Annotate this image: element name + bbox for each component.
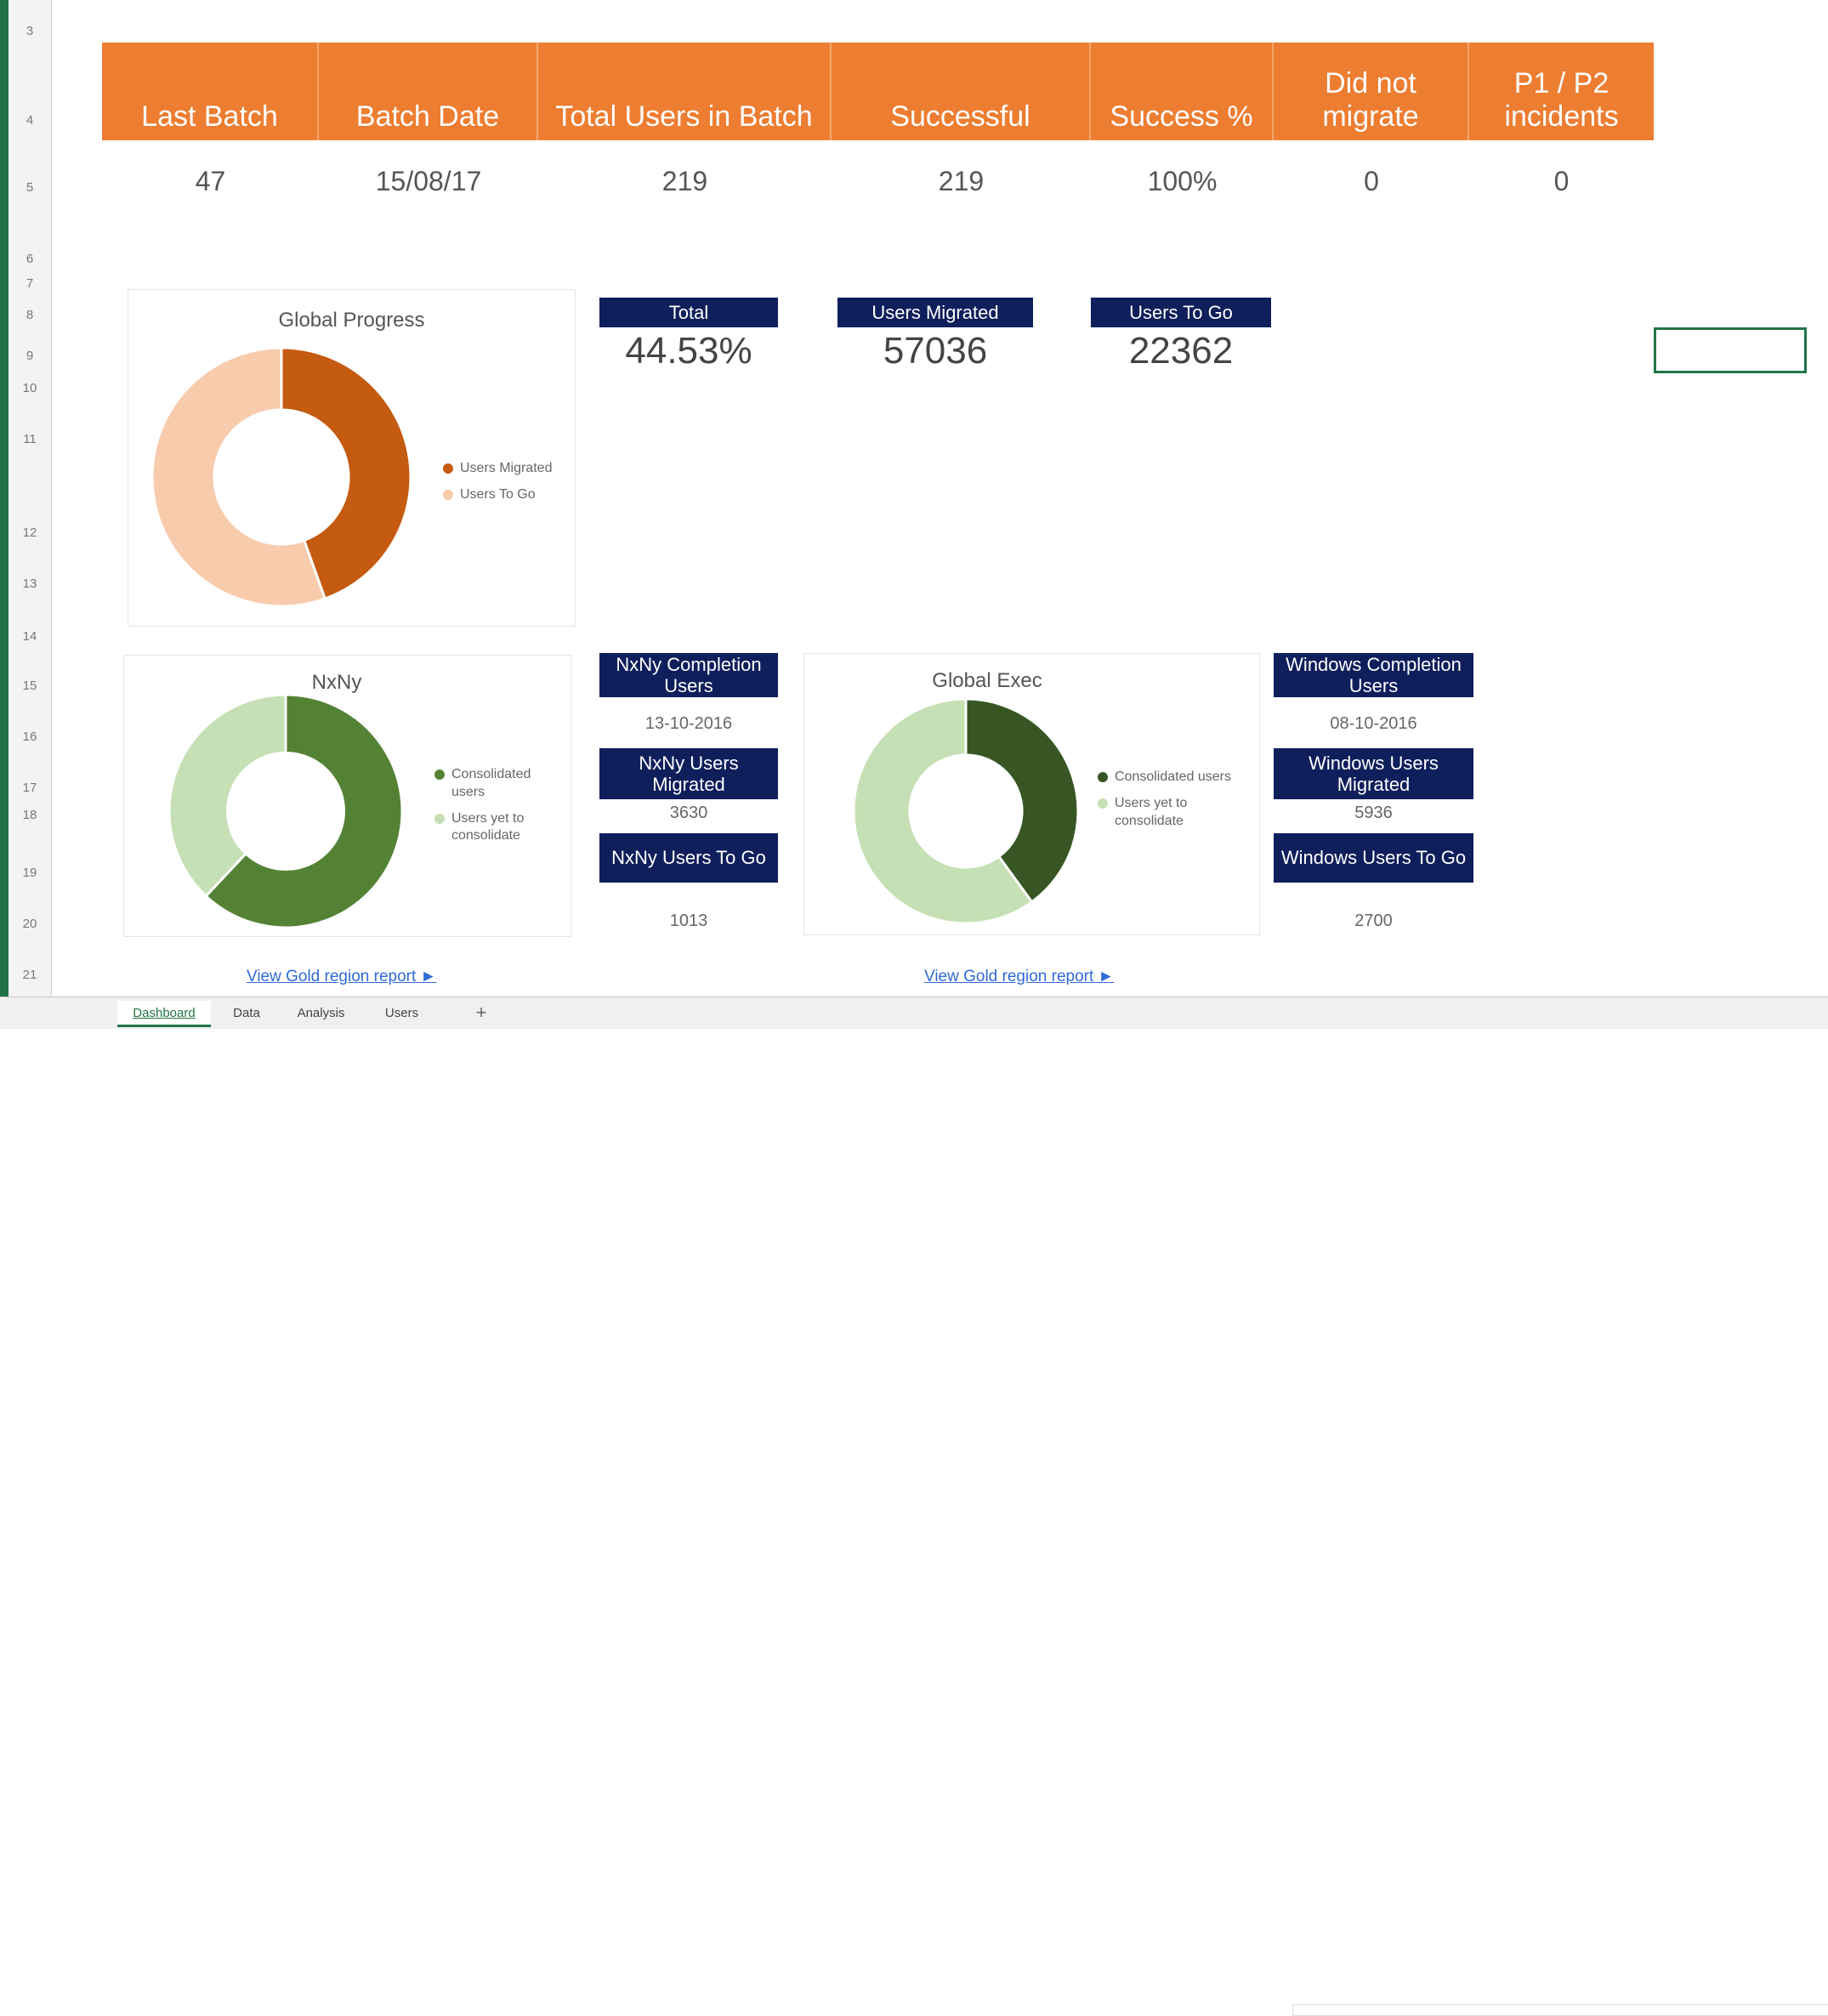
kpi-users-migrated-label[interactable]: Users Migrated xyxy=(837,298,1033,327)
donut-slice[interactable] xyxy=(150,346,327,608)
legend-swatch xyxy=(443,463,453,474)
windows-to-go-label[interactable]: Windows Users To Go xyxy=(1274,833,1473,883)
windows-completion-value[interactable]: 08-10-2016 xyxy=(1330,714,1417,733)
value-cell-did-not-migrate[interactable]: 0 xyxy=(1364,166,1379,196)
windows-migrated-label[interactable]: Windows Users Migrated xyxy=(1274,748,1473,799)
value-cell-total-users[interactable]: 219 xyxy=(661,166,708,196)
horizontal-scrollbar[interactable] xyxy=(1292,2004,1828,2016)
row-number[interactable]: 6 xyxy=(26,252,34,266)
legend-item: Consolidated users xyxy=(434,766,566,802)
sheet-tab-users[interactable]: Users xyxy=(384,1005,419,1020)
row-number[interactable]: 5 xyxy=(26,180,34,195)
header-cell-batch-date[interactable]: Batch Date xyxy=(319,43,538,140)
nxny-migrated-label[interactable]: NxNy Users Migrated xyxy=(599,748,778,799)
row-number[interactable]: 18 xyxy=(22,808,37,822)
selected-cell[interactable] xyxy=(1654,327,1807,373)
nxny-to-go-value[interactable]: 1013 xyxy=(669,911,708,930)
legend-swatch xyxy=(1098,772,1108,782)
donut-slice[interactable] xyxy=(280,346,412,601)
row-number[interactable]: 12 xyxy=(22,525,37,540)
donut-chart-svg[interactable] xyxy=(145,341,417,613)
donut-slice[interactable] xyxy=(204,693,404,929)
kpi-total-value[interactable]: 44.53% xyxy=(625,330,752,372)
row-number[interactable]: 16 xyxy=(22,730,37,744)
donut-slice[interactable] xyxy=(964,697,1080,904)
row-number[interactable]: 3 xyxy=(26,24,34,38)
nxny-chart[interactable]: NxNy Consolidated users Users yet to con… xyxy=(123,655,571,937)
global-exec-chart[interactable]: Global Exec Consolidated users Users yet… xyxy=(803,653,1260,935)
legend-swatch xyxy=(434,769,445,780)
legend-swatch xyxy=(1098,798,1108,809)
legend-swatch xyxy=(443,489,453,500)
chart-legend: Users Migrated Users To Go xyxy=(443,460,571,513)
legend-label: Users yet to consolidate xyxy=(1115,795,1188,828)
header-cell-successful[interactable]: Successful xyxy=(832,43,1091,140)
value-cell-incidents[interactable]: 0 xyxy=(1553,166,1570,196)
row-number[interactable]: 19 xyxy=(22,866,37,880)
value-cell-success-pct[interactable]: 100% xyxy=(1147,166,1218,196)
legend-item: Users To Go xyxy=(443,486,571,504)
header-cell-did-not-migrate[interactable]: Did not migrate xyxy=(1274,43,1469,140)
legend-label: Users Migrated xyxy=(460,461,553,475)
kpi-users-to-go-label[interactable]: Users To Go xyxy=(1091,298,1271,327)
row-number[interactable]: 14 xyxy=(22,629,37,644)
sheet-tab-bar: Dashboard Data Analysis Users + xyxy=(0,997,1828,2016)
chart-legend: Consolidated users Users yet to consolid… xyxy=(434,766,566,854)
row-number[interactable]: 15 xyxy=(22,679,37,693)
window-left-border xyxy=(0,0,9,997)
donut-slice[interactable] xyxy=(167,693,287,898)
row-number[interactable]: 10 xyxy=(22,381,37,395)
row-number[interactable]: 20 xyxy=(22,917,37,931)
chart-title: Global Exec xyxy=(932,669,1042,692)
kpi-users-to-go-value[interactable]: 22362 xyxy=(1128,330,1234,372)
row-number[interactable]: 11 xyxy=(23,432,37,446)
kpi-users-migrated-value[interactable]: 57036 xyxy=(883,330,988,372)
legend-swatch xyxy=(434,813,445,824)
chart-title: Global Progress xyxy=(278,309,425,332)
row-number[interactable]: 4 xyxy=(26,113,34,128)
windows-completion-label[interactable]: Windows Completion Users xyxy=(1274,653,1473,697)
legend-label: Consolidated users xyxy=(1115,769,1231,784)
legend-label: Users To Go xyxy=(460,486,536,502)
row-number[interactable]: 8 xyxy=(26,308,34,322)
row-header-column: 3 4 5 6 7 8 9 10 11 12 13 14 15 16 17 18… xyxy=(9,0,52,997)
legend-label: Consolidated users xyxy=(451,767,531,799)
sheet-tab-data[interactable]: Data xyxy=(233,1005,260,1020)
donut-slice[interactable] xyxy=(852,697,1034,925)
windows-migrated-value[interactable]: 5936 xyxy=(1354,804,1393,822)
region-report-link[interactable]: View Gold region report ► xyxy=(247,968,437,985)
nxny-to-go-label[interactable]: NxNy Users To Go xyxy=(599,833,778,883)
donut-chart-svg[interactable] xyxy=(847,692,1085,930)
windows-to-go-value[interactable]: 2700 xyxy=(1354,911,1393,930)
region-report-link[interactable]: View Gold region report ► xyxy=(924,968,1115,985)
chart-title: NxNy xyxy=(311,671,362,694)
legend-label: Users yet to consolidate xyxy=(451,810,525,843)
row-number[interactable]: 17 xyxy=(22,781,37,795)
chart-legend: Consolidated users Users yet to consolid… xyxy=(1098,769,1251,838)
global-progress-chart[interactable]: Global Progress Users Migrated Users To … xyxy=(128,289,576,627)
legend-item: Users yet to consolidate xyxy=(434,810,566,846)
nxny-migrated-value[interactable]: 3630 xyxy=(669,804,708,822)
row-number[interactable]: 9 xyxy=(26,349,34,363)
header-cell-success-pct[interactable]: Success % xyxy=(1091,43,1274,140)
value-cell-last-batch[interactable]: 47 xyxy=(195,166,226,196)
sheet-tab-dashboard[interactable]: Dashboard xyxy=(117,1001,211,1027)
header-cell-incidents[interactable]: P1 / P2 incidents xyxy=(1469,43,1654,140)
header-cell-total-users[interactable]: Total Users in Batch xyxy=(538,43,832,140)
header-cell-last-batch[interactable]: Last Batch xyxy=(102,43,319,140)
value-cell-successful[interactable]: 219 xyxy=(938,166,985,196)
legend-item: Consolidated users xyxy=(1098,769,1251,787)
nxny-completion-label[interactable]: NxNy Completion Users xyxy=(599,653,778,697)
row-number[interactable]: 13 xyxy=(22,576,37,591)
legend-item: Users yet to consolidate xyxy=(1098,795,1251,831)
nxny-completion-value[interactable]: 13-10-2016 xyxy=(644,714,733,733)
sheet-tab-analysis[interactable]: Analysis xyxy=(297,1005,345,1020)
value-cell-batch-date[interactable]: 15/08/17 xyxy=(375,166,482,196)
add-sheet-icon[interactable]: + xyxy=(475,1002,487,1023)
row-number[interactable]: 21 xyxy=(22,968,37,982)
legend-item: Users Migrated xyxy=(443,460,571,478)
kpi-total-label[interactable]: Total xyxy=(599,298,778,327)
row-number[interactable]: 7 xyxy=(26,276,34,291)
donut-chart-svg[interactable] xyxy=(162,688,409,934)
